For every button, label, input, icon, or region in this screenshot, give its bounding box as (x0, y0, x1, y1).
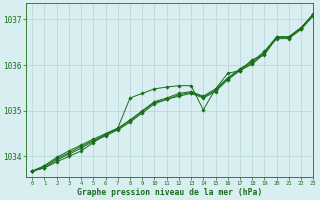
X-axis label: Graphe pression niveau de la mer (hPa): Graphe pression niveau de la mer (hPa) (77, 188, 262, 197)
